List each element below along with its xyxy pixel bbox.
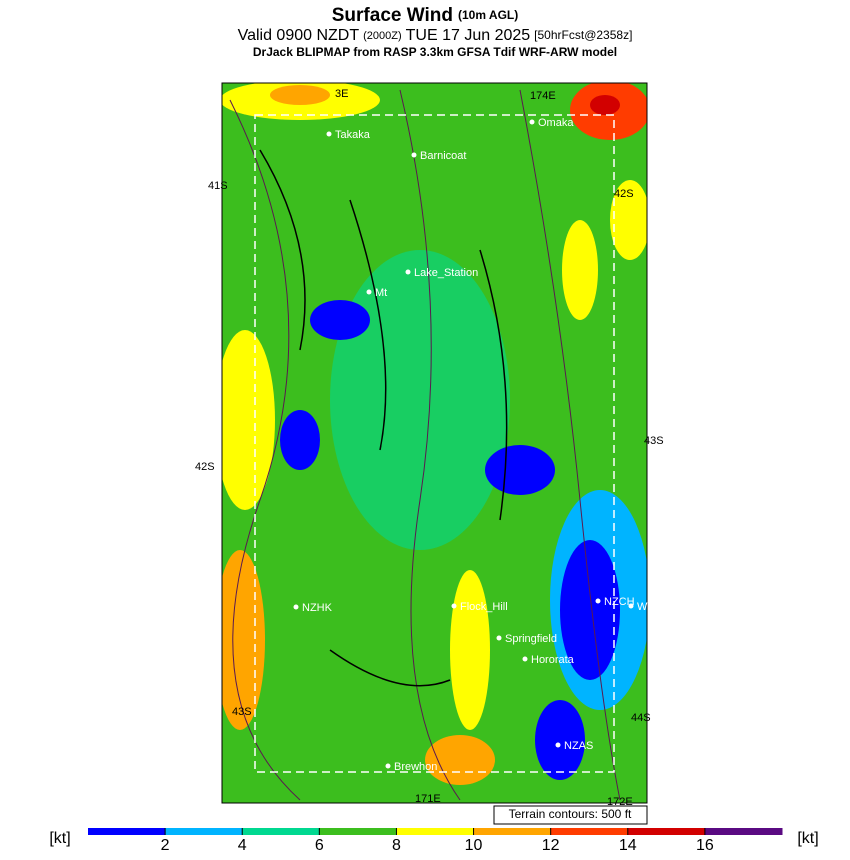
colorbar: 2 4 6 8 10 12 14 16 bbox=[88, 828, 783, 854]
colorbar-tick-label: 12 bbox=[542, 837, 560, 854]
place: Flock_Hill bbox=[460, 601, 508, 613]
colorbar-swatch bbox=[473, 828, 552, 835]
grid-label: 41S bbox=[208, 180, 228, 192]
note-box bbox=[493, 805, 648, 825]
colorbar-swatch bbox=[319, 828, 397, 835]
colorbar-tick-label: 10 bbox=[465, 837, 483, 854]
wind-field bbox=[222, 83, 647, 803]
place: Springfield bbox=[505, 633, 557, 645]
place: NZHK bbox=[302, 602, 333, 614]
forecast: [50hrFcst@2358z] bbox=[534, 28, 632, 42]
title: Surface Wind (10m AGL) bbox=[332, 5, 518, 26]
grid-label: 174E bbox=[530, 90, 556, 102]
domain-box bbox=[254, 114, 615, 773]
place: Wigram bbox=[637, 601, 675, 613]
terrain-note: Terrain contours: 500 ft bbox=[509, 807, 632, 821]
place: Omaka bbox=[538, 117, 574, 129]
place: Brewhon bbox=[394, 761, 437, 773]
colorbar-swatch bbox=[550, 828, 629, 835]
colorbar-tick-label: 16 bbox=[696, 837, 714, 854]
grid-label: 171E bbox=[415, 793, 441, 805]
grid-labels: 3E 174E 41S 42S 42S 43S 43S 44S 171E 172… bbox=[195, 88, 664, 808]
valid-z: (2000Z) bbox=[363, 30, 402, 42]
colorbar-tick-label: 2 bbox=[161, 837, 170, 854]
colorbar-swatch bbox=[242, 828, 320, 835]
place: NZAS bbox=[564, 740, 593, 752]
places: Takaka Barnicoat Omaka Lake_Station Mt N… bbox=[293, 117, 675, 773]
colorbar-tick-label: 8 bbox=[392, 837, 401, 854]
place: NZCH bbox=[604, 596, 635, 608]
grid-label: 3E bbox=[335, 88, 348, 100]
grid-label: 42S bbox=[195, 461, 215, 473]
title-note: (10m AGL) bbox=[458, 8, 518, 22]
colorbar-tick-label: 14 bbox=[619, 837, 637, 854]
colorbar-unit: [kt] bbox=[797, 830, 818, 847]
title-main: Surface Wind bbox=[332, 5, 453, 26]
place: Takaka bbox=[335, 129, 371, 141]
place: Hororata bbox=[531, 654, 575, 666]
place: Mt bbox=[375, 287, 387, 299]
grid-label: 43S bbox=[232, 706, 252, 718]
subtitle: DrJack BLIPMAP from RASP 3.3km GFSA Tdif… bbox=[253, 45, 617, 59]
place: Barnicoat bbox=[420, 150, 466, 162]
colorbar-unit: [kt] bbox=[49, 830, 70, 847]
colorbar-tick-label: 6 bbox=[315, 837, 324, 854]
grid-label: 43S bbox=[644, 435, 664, 447]
valid: Valid 0900 NZDT bbox=[238, 27, 360, 44]
valid-line: Valid 0900 NZDT (2000Z) TUE 17 Jun 2025 [50… bbox=[238, 27, 633, 44]
grid-label: 42S bbox=[614, 188, 634, 200]
map-frame bbox=[221, 82, 648, 804]
date: TUE 17 Jun 2025 bbox=[406, 27, 531, 44]
grid-label: 172E bbox=[607, 796, 633, 808]
grid-label: 44S bbox=[631, 712, 651, 724]
colorbar-swatch bbox=[88, 828, 166, 835]
colorbar-swatch bbox=[396, 828, 475, 835]
colorbar-tick-label: 4 bbox=[238, 837, 247, 854]
place: Lake_Station bbox=[414, 267, 478, 279]
colorbar-swatch bbox=[165, 828, 243, 835]
colorbar-swatch bbox=[627, 828, 706, 835]
colorbar-swatch bbox=[704, 828, 783, 835]
